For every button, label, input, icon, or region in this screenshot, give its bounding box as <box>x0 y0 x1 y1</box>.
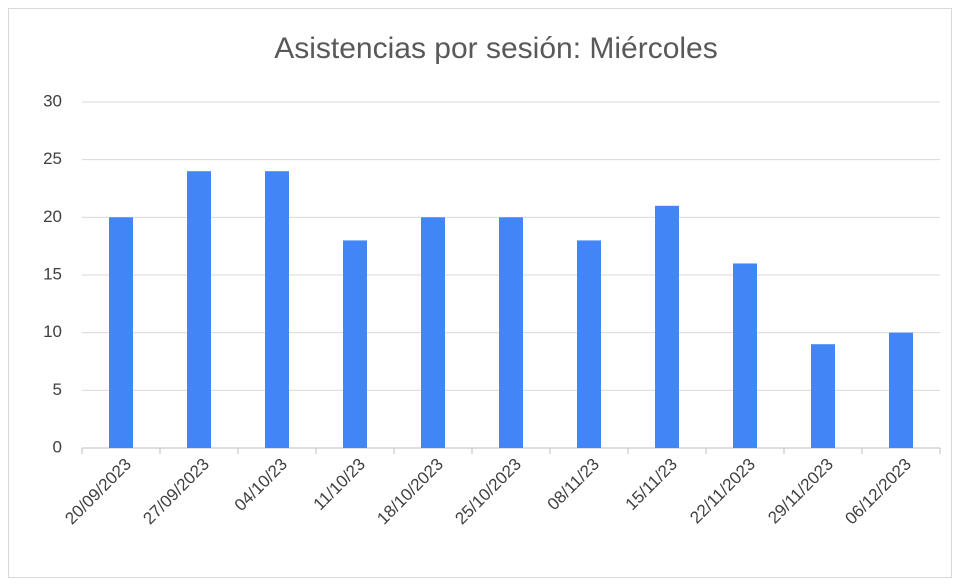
bar <box>265 171 289 448</box>
bar <box>655 205 679 448</box>
bar <box>187 171 211 448</box>
y-tick-label: 15 <box>43 264 62 283</box>
y-tick-label: 30 <box>43 91 62 110</box>
y-tick-label: 0 <box>53 437 62 456</box>
bar <box>577 240 601 448</box>
bar <box>109 217 133 448</box>
y-tick-label: 10 <box>43 322 62 341</box>
bar <box>889 332 913 448</box>
bar <box>343 240 367 448</box>
bar <box>421 217 445 448</box>
chart-title: Asistencias por sesión: Miércoles <box>274 32 718 65</box>
y-tick-label: 5 <box>53 380 62 399</box>
bar <box>811 344 835 448</box>
chart-border <box>8 8 952 578</box>
bar <box>733 263 757 448</box>
y-tick-label: 25 <box>43 149 62 168</box>
y-tick-label: 20 <box>43 207 62 226</box>
bar <box>499 217 523 448</box>
